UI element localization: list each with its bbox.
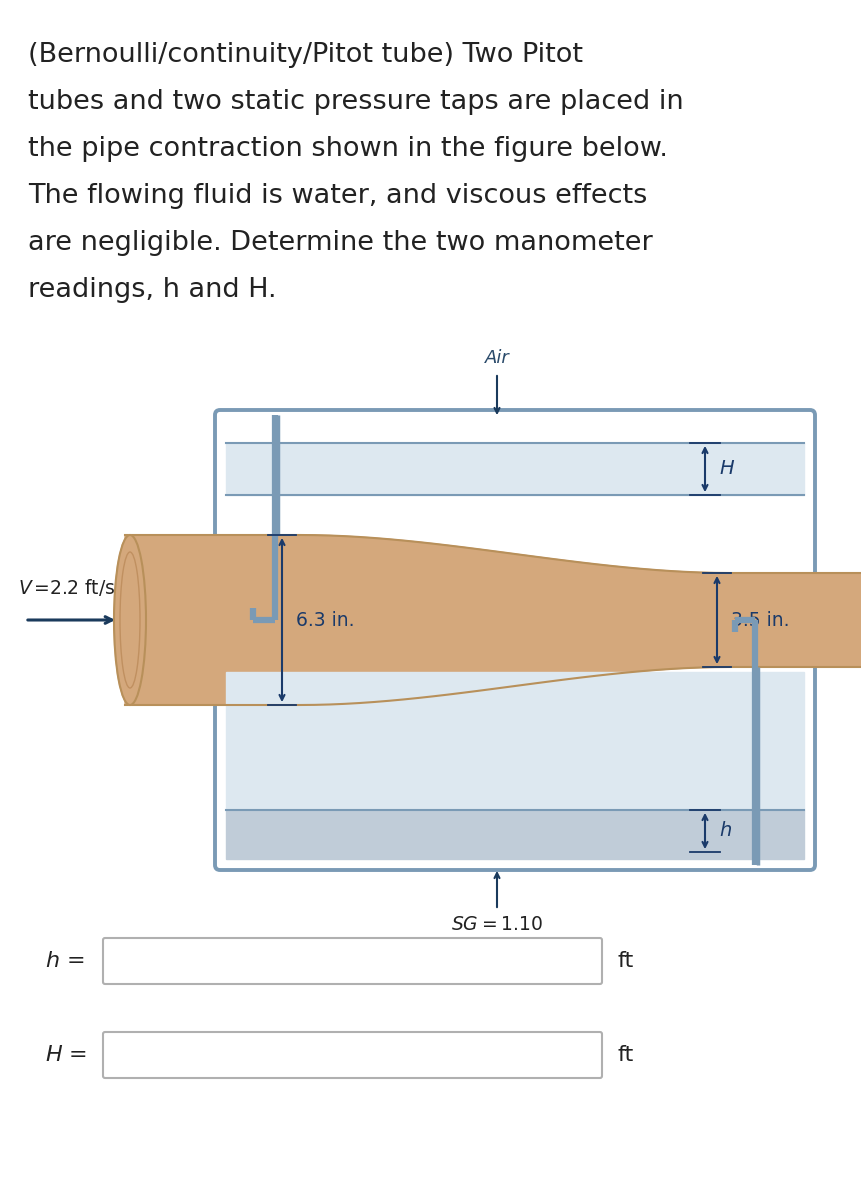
Text: tubes and two static pressure taps are placed in: tubes and two static pressure taps are p… [28, 89, 684, 115]
Text: the pipe contraction shown in the figure below.: the pipe contraction shown in the figure… [28, 136, 668, 162]
Text: Air: Air [485, 349, 510, 367]
FancyBboxPatch shape [103, 1032, 602, 1078]
Text: H: H [719, 460, 734, 479]
Ellipse shape [114, 535, 146, 704]
Text: 6.3 in.: 6.3 in. [296, 611, 355, 630]
FancyBboxPatch shape [103, 938, 602, 984]
Text: are negligible. Determine the two manometer: are negligible. Determine the two manome… [28, 230, 653, 256]
Text: (Bernoulli/continuity/Pitot tube) Two Pitot: (Bernoulli/continuity/Pitot tube) Two Pi… [28, 42, 583, 68]
Text: $V\,$=2.2 ft/s: $V\,$=2.2 ft/s [18, 577, 115, 598]
Text: h: h [719, 822, 731, 840]
Text: $H$ =: $H$ = [45, 1045, 87, 1066]
Text: readings, h and H.: readings, h and H. [28, 277, 276, 302]
Text: 3.5 in.: 3.5 in. [731, 611, 790, 630]
Text: ft: ft [618, 1045, 635, 1066]
Text: The flowing fluid is water, and viscous effects: The flowing fluid is water, and viscous … [28, 182, 647, 209]
FancyBboxPatch shape [215, 410, 815, 870]
Bar [226, 810, 804, 859]
Bar [226, 443, 804, 494]
Polygon shape [125, 535, 861, 704]
Text: $SG = 1.10$: $SG = 1.10$ [451, 914, 543, 934]
Text: ft: ft [618, 950, 635, 971]
Bar [226, 672, 804, 810]
Text: $h$ =: $h$ = [45, 950, 84, 971]
